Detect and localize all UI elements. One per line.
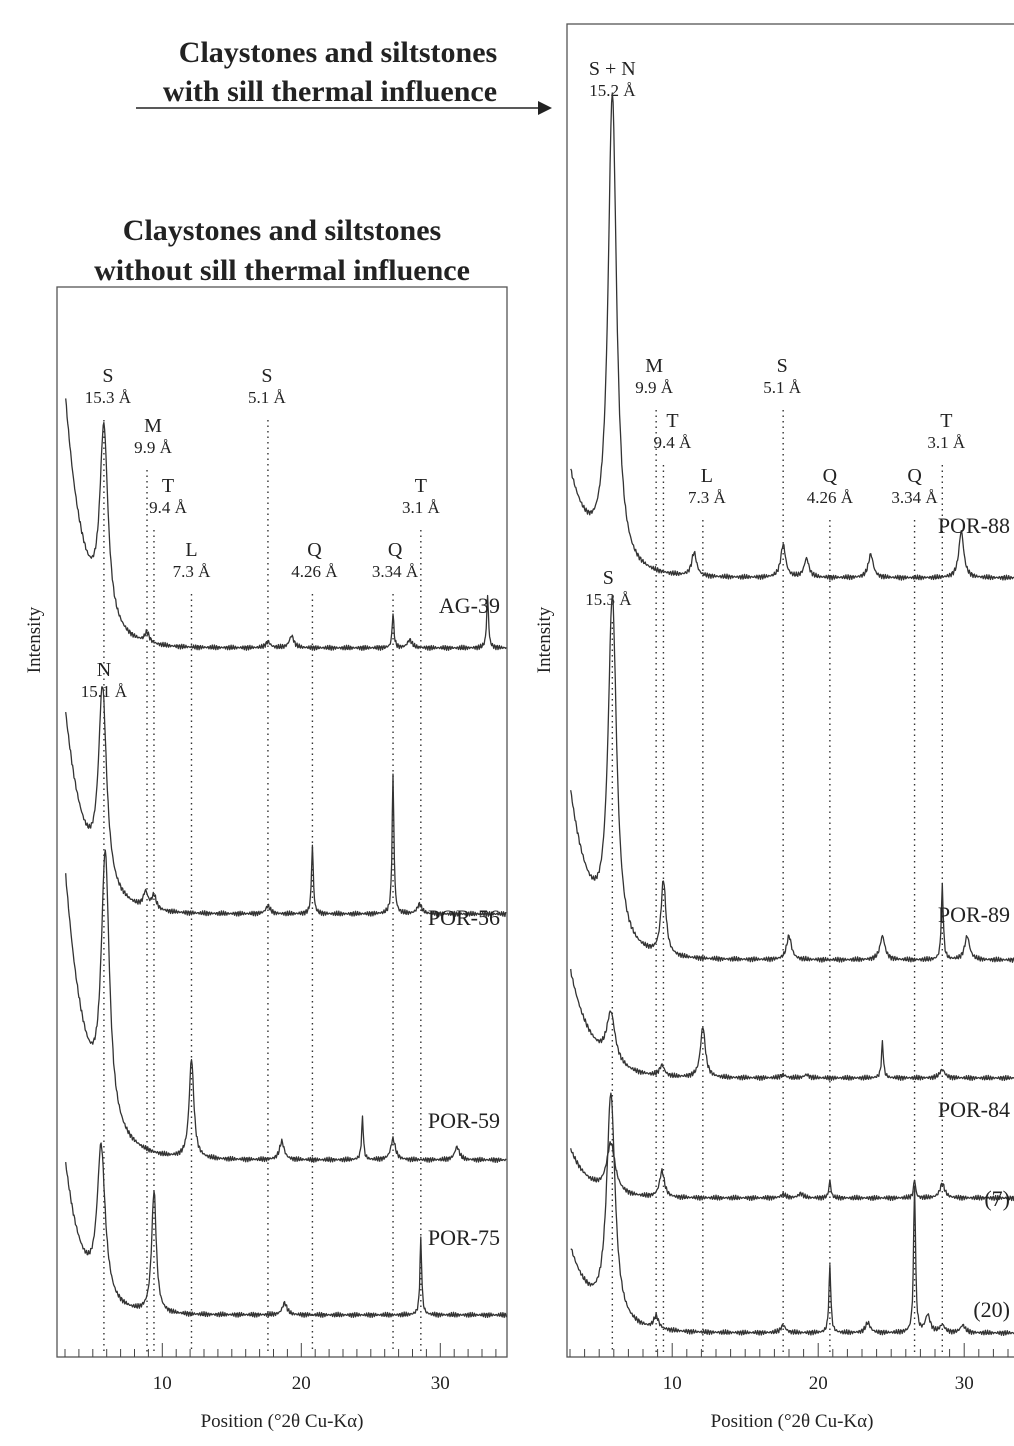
x-tick-label: 10 xyxy=(153,1373,172,1394)
series-label: POR-88 xyxy=(938,513,1010,538)
peak-mineral-label: N xyxy=(97,659,111,681)
xrd-pattern-line xyxy=(570,594,1014,963)
x-tick-label: 30 xyxy=(955,1373,974,1394)
peak-d-spacing-label: 4.26 Å xyxy=(807,488,854,507)
series-label: (20) xyxy=(973,1297,1010,1322)
right-panel-heading-line-2: with sill thermal influence xyxy=(163,75,497,108)
peak-mineral-label: L xyxy=(185,539,197,561)
xrd-pattern-line xyxy=(65,849,507,1164)
peak-mineral-label: Q xyxy=(307,539,322,561)
peak-d-spacing-label: 15.2 Å xyxy=(589,81,636,100)
peak-mineral-label: T xyxy=(940,410,952,432)
plot-frame xyxy=(566,23,1014,1358)
xrd-pattern-line xyxy=(65,686,507,918)
peak-mineral-label: T xyxy=(666,410,678,432)
xrd-pattern-line xyxy=(570,1141,1014,1202)
y-axis-label: Intensity xyxy=(24,606,45,673)
xrd-pattern-line xyxy=(65,398,507,651)
peak-mineral-label: T xyxy=(162,475,174,497)
peak-mineral-label: S xyxy=(777,355,788,377)
xrd-pattern-line xyxy=(570,92,1014,581)
peak-mineral-label: Q xyxy=(907,465,922,487)
peak-d-spacing-label: 15.3 Å xyxy=(85,388,132,407)
peak-d-spacing-label: 5.1 Å xyxy=(763,378,802,397)
x-axis-label: Position (°2θ Cu-Kα) xyxy=(711,1411,874,1432)
x-axis-label: Position (°2θ Cu-Kα) xyxy=(201,1411,364,1432)
peak-d-spacing-label: 4.26 Å xyxy=(291,562,338,581)
right-panel-heading-line-1: Claystones and siltstones xyxy=(179,36,497,69)
peak-mineral-label: S xyxy=(102,365,113,387)
peak-d-spacing-label: 3.1 Å xyxy=(402,498,441,517)
peak-mineral-label: Q xyxy=(823,465,838,487)
plot-frame xyxy=(56,286,508,1358)
series-label: POR-75 xyxy=(428,1225,500,1250)
series-label: POR-84 xyxy=(938,1097,1010,1122)
x-tick-label: 10 xyxy=(663,1373,682,1394)
peak-d-spacing-label: 7.3 Å xyxy=(173,562,212,581)
peak-d-spacing-label: 7.3 Å xyxy=(688,488,727,507)
peak-d-spacing-label: 3.34 Å xyxy=(891,488,938,507)
peak-mineral-label: M xyxy=(645,355,663,377)
heading-arrow-head-icon xyxy=(538,101,552,115)
peak-mineral-label: L xyxy=(701,465,713,487)
series-label: POR-56 xyxy=(428,905,500,930)
peak-mineral-label: S xyxy=(603,567,614,589)
series-label: POR-59 xyxy=(428,1108,500,1133)
peak-mineral-label: S xyxy=(261,365,272,387)
peak-d-spacing-label: 3.1 Å xyxy=(927,433,966,452)
peak-d-spacing-label: 5.1 Å xyxy=(248,388,287,407)
xrd-pattern-line xyxy=(570,968,1014,1082)
left-panel-heading-line-1: Claystones and siltstones xyxy=(123,214,441,247)
x-tick-label: 20 xyxy=(292,1373,311,1394)
x-tick-label: 20 xyxy=(809,1373,828,1394)
peak-mineral-label: M xyxy=(144,415,162,437)
peak-mineral-label: S + N xyxy=(589,58,636,80)
peak-d-spacing-label: 9.4 Å xyxy=(149,498,188,517)
peak-d-spacing-label: 15.3 Å xyxy=(585,590,632,609)
series-label: AG-39 xyxy=(439,593,500,618)
peak-d-spacing-label: 9.4 Å xyxy=(654,433,693,452)
xrd-pattern-line xyxy=(65,1142,507,1319)
peak-mineral-label: Q xyxy=(388,539,403,561)
peak-d-spacing-label: 3.34 Å xyxy=(372,562,419,581)
series-label: POR-89 xyxy=(938,902,1010,927)
peak-d-spacing-label: 9.9 Å xyxy=(635,378,674,397)
peak-d-spacing-label: 15.1 Å xyxy=(81,682,128,701)
xrd-pattern-line xyxy=(570,1092,1014,1337)
peak-d-spacing-label: 9.9 Å xyxy=(134,438,173,457)
peak-mineral-label: T xyxy=(415,475,427,497)
series-label: (7) xyxy=(984,1186,1010,1211)
left-panel-heading-line-2: without sill thermal influence xyxy=(94,254,470,287)
y-axis-label: Intensity xyxy=(534,606,555,673)
x-tick-label: 30 xyxy=(431,1373,450,1394)
